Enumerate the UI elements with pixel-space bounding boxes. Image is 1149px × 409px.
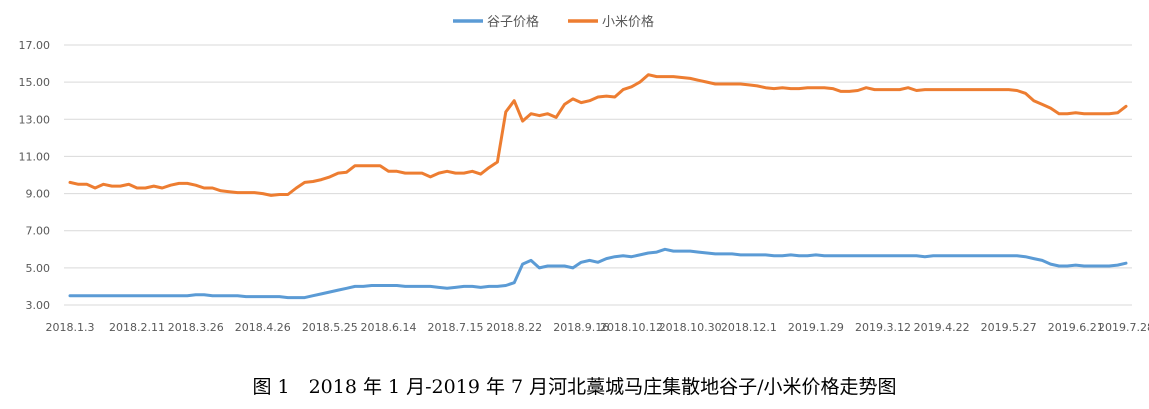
x-tick-label: 2019.6.21	[1048, 321, 1104, 334]
x-tick-label: 2019.5.27	[981, 321, 1037, 334]
x-tick-label: 2019.4.22	[914, 321, 970, 334]
y-axis-tick-labels: 3.00 5.00 7.00 9.00 11.00 13.00 15.00 17.00	[19, 39, 51, 312]
x-tick-label: 2018.12.1	[721, 321, 777, 334]
y-tick-label: 9.00	[26, 188, 51, 201]
plot-series	[68, 73, 1128, 300]
x-tick-label: 2018.8.22	[486, 321, 542, 334]
legend: 谷子价格 小米价格	[453, 14, 654, 30]
y-tick-label: 11.00	[19, 150, 51, 163]
price-trend-chart: 谷子价格 小米价格 3.00 5.00 7.00 9.00 11.00 13.00 15.0…	[19, 14, 1149, 334]
x-axis-tick-labels: 2018.1.3 2018.2.11 2018.3.26 2018.4.26 2018.…	[46, 321, 1149, 334]
x-tick-label: 2018.3.26	[168, 321, 224, 334]
x-tick-label: 2018.2.11	[109, 321, 165, 334]
x-tick-label: 2019.3.12	[855, 321, 911, 334]
x-tick-label: 2018.10.30	[659, 321, 722, 334]
x-tick-label: 2019.7.28	[1098, 321, 1149, 334]
y-tick-label: 17.00	[19, 39, 51, 52]
x-tick-label: 2018.5.25	[302, 321, 358, 334]
x-tick-label: 2018.6.14	[360, 321, 416, 334]
y-tick-label: 7.00	[26, 225, 51, 238]
series-line-millet	[68, 73, 1128, 197]
y-tick-label: 15.00	[19, 76, 51, 89]
legend-label-millet-grain: 谷子价格	[487, 14, 539, 30]
x-tick-label: 2018.1.3	[46, 321, 95, 334]
gridlines	[64, 44, 1132, 306]
x-tick-label: 2018.7.15	[428, 321, 484, 334]
x-tick-label: 2019.1.29	[788, 321, 844, 334]
figure-caption: 图 1 2018 年 1 月-2019 年 7 月河北藁城马庄集散地谷子/小米价…	[252, 376, 897, 398]
y-tick-label: 5.00	[26, 262, 51, 275]
y-tick-label: 13.00	[19, 113, 51, 126]
legend-label-millet: 小米价格	[602, 14, 654, 30]
x-tick-label: 2018.4.26	[235, 321, 291, 334]
x-tick-label: 2018.9.16	[553, 321, 609, 334]
x-tick-label: 2018.10.12	[600, 321, 663, 334]
series-line-millet-grain	[68, 247, 1128, 300]
y-tick-label: 3.00	[26, 299, 51, 312]
